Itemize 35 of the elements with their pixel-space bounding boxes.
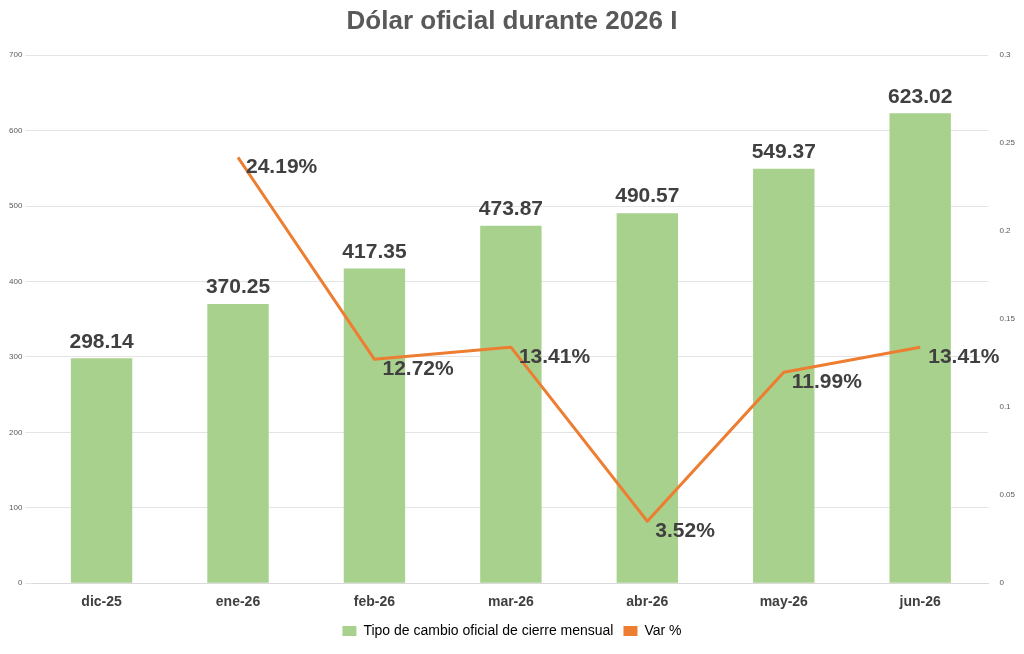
data-label: 417.35 [342,238,407,262]
y-tick-label: 200 [8,427,23,437]
y2-tick-label: 0 [999,578,1005,588]
y-tick-label: 400 [8,276,23,286]
y-tick-label: 700 [8,50,23,60]
y2-tick-label: 0.05 [999,490,1016,500]
y2-tick-label: 0.1 [999,402,1012,412]
bar [207,303,269,583]
x-tick-label: jun-26 [898,593,942,610]
y-tick-label: 0 [17,578,23,588]
x-tick-label: may-26 [759,593,809,610]
y2-tick-label: 0.2 [999,226,1012,236]
data-label: 370.25 [205,274,271,298]
y-tick-label: 500 [8,201,23,211]
x-tick-label: abr-26 [626,593,669,610]
chart-title: Dólar oficial durante 2026 I [346,4,678,35]
x-tick-label: feb-26 [353,593,396,610]
data-label: 623.02 [888,83,953,107]
y2-tick-label: 0.3 [999,50,1012,60]
legend-label: Tipo de cambio oficial de cierre mensual [363,621,614,638]
x-tick-label: dic-25 [81,593,123,610]
y2-tick-label: 0.15 [999,314,1016,324]
data-label: 298.14 [69,328,134,352]
y-tick-label: 100 [8,502,23,512]
y-tick-label: 300 [8,352,23,362]
data-label: 473.87 [478,196,544,220]
y-tick-label: 600 [8,125,23,135]
x-tick-label: mar-26 [487,593,535,610]
data-label: 549.37 [751,139,816,163]
bar [70,358,133,583]
legend-label: Var % [644,621,682,638]
data-label: 24.19% [246,154,318,178]
x-tick-label: ene-26 [215,593,261,610]
data-label: 490.57 [615,183,680,207]
y2-tick-label: 0.25 [999,138,1016,148]
